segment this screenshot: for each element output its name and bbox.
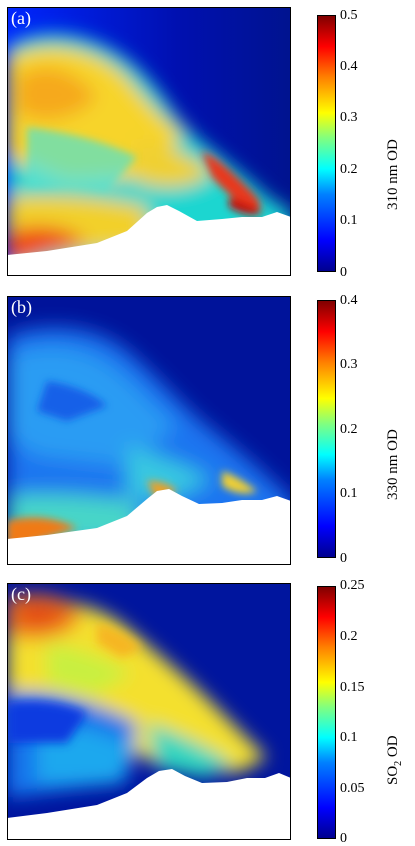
mountain-silhouette	[7, 769, 291, 840]
colorbar-c-label: SO2 OD	[385, 735, 404, 785]
colorbar-c-label-sub: 2	[393, 760, 404, 766]
panel-label-a: (a)	[11, 8, 31, 28]
colorbar-b-tick: 0.1	[340, 486, 358, 501]
colorbar-b-tick: 0.2	[340, 422, 358, 437]
panel-label-b: (b)	[11, 297, 32, 317]
mountain-silhouette	[7, 489, 291, 565]
colorbar-c-label-tail: OD	[385, 735, 401, 761]
colorbar-b-tick: 0	[340, 551, 347, 566]
colorbar-a-tick: 0.2	[340, 162, 358, 177]
plume-image-so2	[7, 583, 291, 840]
panel-c: (c)	[7, 583, 291, 840]
colorbar-c-tick: 0.1	[340, 730, 358, 745]
colorbar-a-tick: 0	[340, 265, 347, 280]
colorbar-c-tick: 0.25	[340, 578, 365, 593]
colorbar-c-tick: 0.15	[340, 680, 365, 695]
colorbar-b-label: 330 nm OD	[385, 429, 401, 500]
colorbar-a-tick: 0.3	[340, 110, 358, 125]
colorbar-a-tick: 0.1	[340, 213, 358, 228]
colorbar-c-tick: 0.05	[340, 781, 365, 796]
colorbar-a-tick: 0.4	[340, 59, 358, 74]
colorbar-c-tick: 0.2	[340, 629, 358, 644]
panel-label-c: (c)	[11, 584, 31, 604]
colorbar-a	[317, 15, 336, 272]
plume-image-330nm	[7, 296, 291, 565]
colorbar-c-tick: 0	[340, 831, 347, 846]
colorbar-a-tick: 0.5	[340, 8, 358, 23]
colorbar-c	[317, 586, 336, 839]
colorbar-c-label-main: SO	[385, 765, 401, 785]
colorbar-b-tick: 0.4	[340, 293, 358, 308]
colorbar-b-tick: 0.3	[340, 357, 358, 372]
panel-a: (a)	[7, 7, 291, 276]
panel-b: (b)	[7, 296, 291, 565]
colorbar-b	[317, 300, 336, 558]
mountain-silhouette	[7, 205, 291, 276]
plume-image-310nm	[7, 7, 291, 276]
colorbar-a-label: 310 nm OD	[385, 139, 401, 210]
